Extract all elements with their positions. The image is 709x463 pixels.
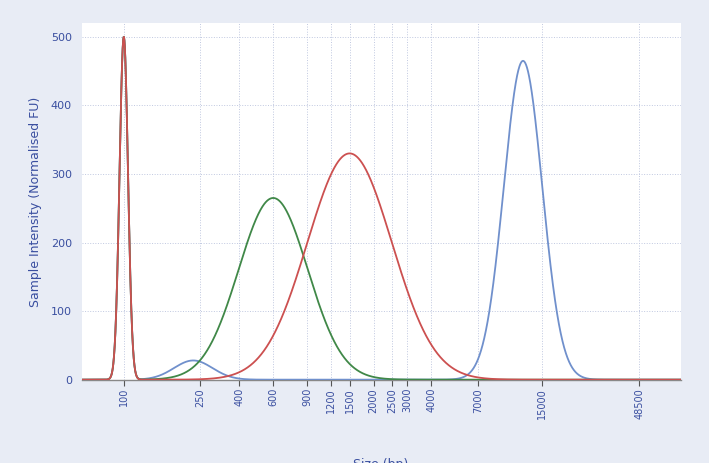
Y-axis label: Sample Intensity (Normalised FU): Sample Intensity (Normalised FU) xyxy=(29,96,43,307)
X-axis label: Size (bp): Size (bp) xyxy=(354,457,408,463)
